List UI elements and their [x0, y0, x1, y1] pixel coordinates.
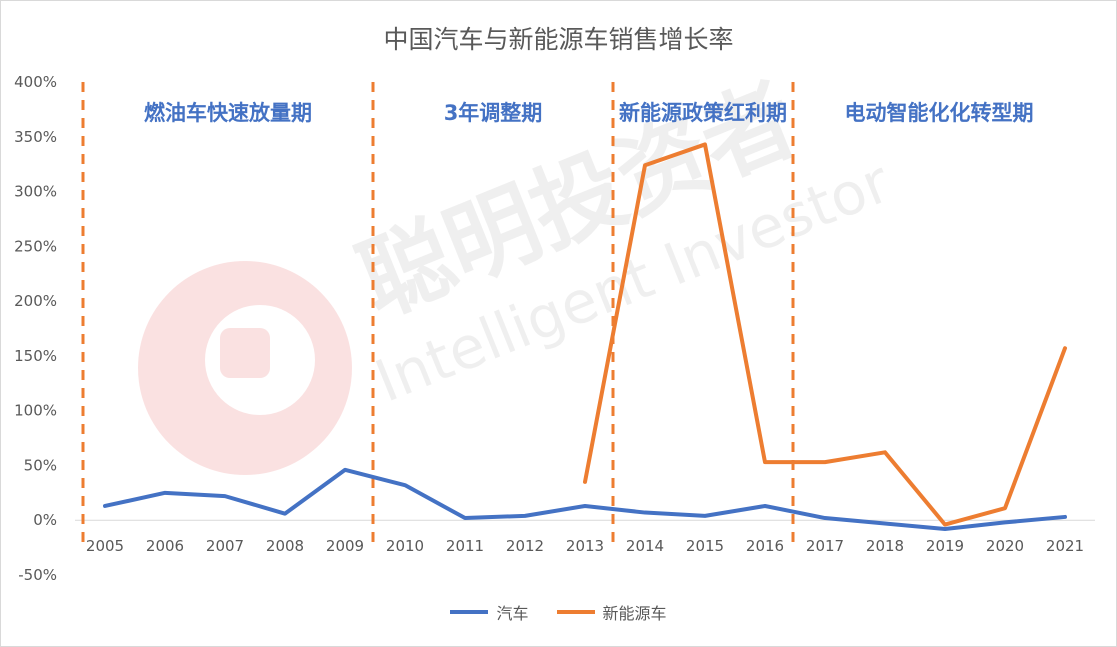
chart-title: 中国汽车与新能源车销售增长率: [383, 25, 734, 54]
legend-item: 汽车: [450, 600, 529, 624]
y-tick-label: 350%: [14, 128, 57, 146]
phase-label: 电动智能化化转型期: [845, 101, 1034, 125]
phase-dividers: [81, 82, 795, 545]
y-tick-label: 300%: [14, 183, 57, 201]
y-tick-label: 50%: [24, 456, 57, 474]
y-tick-label: 100%: [14, 402, 57, 420]
legend-label: 新能源车: [602, 604, 667, 623]
x-tick-label: 2017: [806, 537, 844, 555]
legend-swatch: [556, 610, 595, 614]
x-tick-label: 2007: [206, 537, 244, 555]
y-tick-label: 150%: [14, 347, 57, 365]
y-tick-label: 200%: [14, 292, 57, 310]
x-tick-label: 2013: [566, 537, 604, 555]
x-tick-label: 2014: [626, 537, 664, 555]
y-tick-label: 0%: [33, 511, 57, 529]
watermark-logo: [138, 261, 352, 475]
x-tick-label: 2018: [866, 537, 904, 555]
phase-labels: 燃油车快速放量期 3年调整期 新能源政策红利期 电动智能化化转型期: [144, 101, 1034, 125]
x-tick-label: 2020: [986, 537, 1024, 555]
x-tick-label: 2021: [1046, 537, 1084, 555]
y-tick-label: 250%: [14, 237, 57, 255]
y-axis: -50% 0% 50% 100% 150% 200% 250% 300% 350% 400%: [14, 73, 1095, 584]
logo-square: [220, 328, 270, 378]
logo-inner: [205, 305, 315, 415]
phase-label: 燃油车快速放量期: [144, 101, 312, 125]
x-tick-label: 2009: [326, 537, 364, 555]
y-tick-label: 400%: [14, 73, 57, 91]
x-tick-label: 2006: [146, 537, 184, 555]
x-tick-label: 2011: [446, 537, 484, 555]
x-tick-label: 2005: [86, 537, 124, 555]
x-tick-label: 2008: [266, 537, 304, 555]
legend: 汽车 新能源车: [0, 600, 1117, 624]
logo-circle: [138, 261, 352, 475]
x-tick-label: 2012: [506, 537, 544, 555]
legend-swatch: [450, 610, 489, 614]
series-lines: [103, 142, 1067, 531]
legend-item: 新能源车: [556, 600, 667, 624]
x-tick-label: 2015: [686, 537, 724, 555]
x-tick-label: 2016: [746, 537, 784, 555]
x-axis: 2005 2006 2007 2008 2009 2010 2011 2012 2013 2014…: [86, 537, 1084, 555]
legend-label: 汽车: [496, 604, 529, 623]
x-tick-label: 2010: [386, 537, 424, 555]
phase-label: 新能源政策红利期: [619, 101, 787, 125]
phase-label: 3年调整期: [444, 101, 543, 125]
y-tick-label: -50%: [18, 566, 57, 584]
x-tick-label: 2019: [926, 537, 964, 555]
